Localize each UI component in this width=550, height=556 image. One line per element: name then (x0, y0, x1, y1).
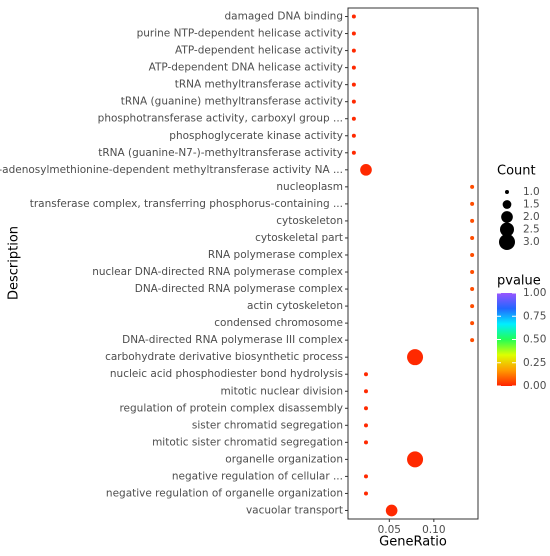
y-tick-label: tRNA methyltransferase activity (175, 79, 343, 91)
dot (385, 504, 398, 517)
dot (351, 65, 356, 70)
y-tick-label: negative regulation of organelle organiz… (106, 487, 343, 499)
dot (351, 150, 356, 155)
dot (470, 218, 475, 223)
y-tick-label: nucleoplasm (276, 181, 343, 193)
dot (363, 474, 368, 479)
dot (470, 184, 475, 189)
y-tick-label: damaged DNA binding (225, 11, 344, 23)
size-legend-label: 3.0 (523, 236, 540, 248)
colorbar-label: 0.75 (523, 310, 546, 322)
size-legend-title: Count (497, 164, 536, 179)
colorbar-label: 0.00 (523, 380, 546, 392)
y-tick-label: transferase complex, transferring phosph… (30, 198, 343, 210)
size-legend-dot (505, 190, 509, 194)
dot (470, 338, 475, 343)
x-tick-label: 0.10 (422, 524, 445, 536)
y-tick-label: mitotic sister chromatid segregation (152, 436, 343, 448)
dot (351, 31, 356, 36)
y-tick-label: vacuolar transport (246, 504, 343, 516)
dot (351, 133, 356, 138)
dot (470, 252, 475, 257)
dot (407, 349, 424, 366)
y-tick-label: nuclear DNA-directed RNA polymerase comp… (92, 266, 343, 278)
y-axis-title: Description (7, 226, 22, 300)
y-tick-label: phosphoglycerate kinase activity (169, 130, 343, 142)
size-legend-dot (500, 222, 514, 237)
y-tick-label: S-adenosylmethionine-dependent methyltra… (0, 164, 343, 176)
y-tick-label: ATP-dependent helicase activity (175, 45, 343, 57)
dot (363, 491, 368, 496)
x-axis-title: GeneRatio (379, 535, 447, 550)
dot (363, 372, 368, 377)
dot (470, 287, 475, 292)
size-legend-label: 1.5 (523, 199, 540, 211)
y-tick-label: condensed chromosome (214, 317, 343, 329)
y-tick-label: cytoskeletal part (255, 232, 343, 244)
dot (351, 116, 356, 121)
y-tick-label: DNA-directed RNA polymerase complex (135, 283, 343, 295)
y-tick-label: tRNA (guanine) methyltransferase activit… (121, 96, 343, 108)
y-tick-label: nucleic acid phosphodiester bond hydroly… (110, 368, 343, 380)
y-tick-label: regulation of protein complex disassembl… (119, 402, 343, 414)
size-legend-label: 1.0 (523, 186, 540, 198)
colorbar-label: 0.50 (523, 334, 546, 346)
y-tick-label: organelle organization (225, 453, 343, 465)
y-tick-label: RNA polymerase complex (208, 249, 343, 261)
size-legend-dot (499, 234, 515, 250)
y-tick-label: mitotic nuclear division (220, 385, 343, 397)
dot (470, 201, 475, 206)
y-tick-label: cytoskeleton (276, 215, 343, 227)
dot (470, 304, 475, 309)
colorbar (497, 293, 516, 386)
size-legend-dot (502, 200, 512, 209)
colorbar-label: 1.00 (523, 287, 546, 299)
dot (470, 321, 475, 326)
size-legend-dot (501, 211, 513, 223)
y-tick-label: purine NTP-dependent helicase activity (137, 28, 343, 40)
dot (351, 48, 356, 53)
colorbar-label: 0.25 (523, 357, 546, 369)
x-tick-label: 0.05 (378, 524, 401, 536)
y-tick-label: sister chromatid segregation (192, 419, 343, 431)
y-tick-label: phosphotransferase activity, carboxyl gr… (98, 113, 343, 125)
dot (470, 235, 475, 240)
dot (470, 270, 475, 275)
color-legend-title: pvalue (497, 274, 541, 289)
dot (360, 163, 372, 176)
dot (363, 389, 368, 394)
y-tick-label: actin cytoskeleton (247, 300, 343, 312)
y-tick-label: tRNA (guanine-N7-)-methyltransferase act… (98, 147, 343, 159)
dot (363, 440, 368, 445)
size-legend-label: 2.0 (523, 211, 540, 223)
dot (351, 99, 356, 104)
dot (363, 423, 368, 428)
dot (407, 451, 424, 468)
y-tick-label: DNA-directed RNA polymerase III complex (122, 334, 343, 346)
panel (347, 7, 479, 520)
dot (351, 82, 356, 87)
y-tick-label: carbohydrate derivative biosynthetic pro… (105, 351, 343, 363)
dot (363, 406, 368, 411)
size-legend-label: 2.5 (523, 224, 540, 236)
y-tick-label: negative regulation of cellular ... (172, 470, 343, 482)
dot (351, 14, 356, 19)
y-tick-label: ATP-dependent DNA helicase activity (149, 62, 343, 74)
